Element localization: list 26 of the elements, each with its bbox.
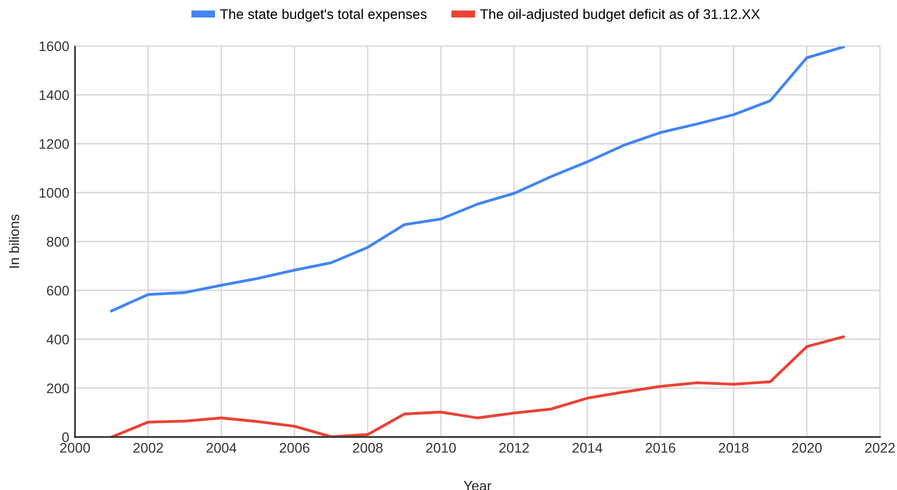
y-tick-label: 200 <box>46 383 69 394</box>
legend-label: The oil-adjusted budget deficit as of 31.12.XX <box>480 8 760 22</box>
x-tick-label: 2004 <box>206 442 236 453</box>
y-tick-label: 1600 <box>40 41 69 52</box>
y-tick-label: 1000 <box>40 188 69 198</box>
x-tick-label: 2012 <box>499 442 529 453</box>
legend-label: The state budget's total expenses <box>220 8 427 22</box>
line-series <box>110 46 845 312</box>
x-tick-label: 2018 <box>718 442 748 453</box>
x-tick-label: 2002 <box>133 442 163 453</box>
x-tick-label: 2022 <box>865 442 895 453</box>
y-tick-label: 800 <box>46 236 69 247</box>
x-tick-label: 2006 <box>280 442 310 453</box>
line-series <box>110 335 845 437</box>
x-tick-label: 2016 <box>646 442 676 453</box>
x-tick-label: 2010 <box>426 442 456 453</box>
x-tick-label: 2008 <box>352 442 383 453</box>
x-tick-label: 2000 <box>60 442 90 453</box>
x-tick-label: 2014 <box>572 442 602 453</box>
y-tick-label: 400 <box>46 334 69 344</box>
y-tick-label: 1400 <box>40 90 69 100</box>
x-tick-label: 2020 <box>792 442 822 453</box>
y-tick-label: 600 <box>46 286 69 296</box>
y-tick-label: 1200 <box>40 139 69 149</box>
y-axis-title: In bilions <box>8 214 20 268</box>
y-tick-label: 0 <box>62 432 69 442</box>
